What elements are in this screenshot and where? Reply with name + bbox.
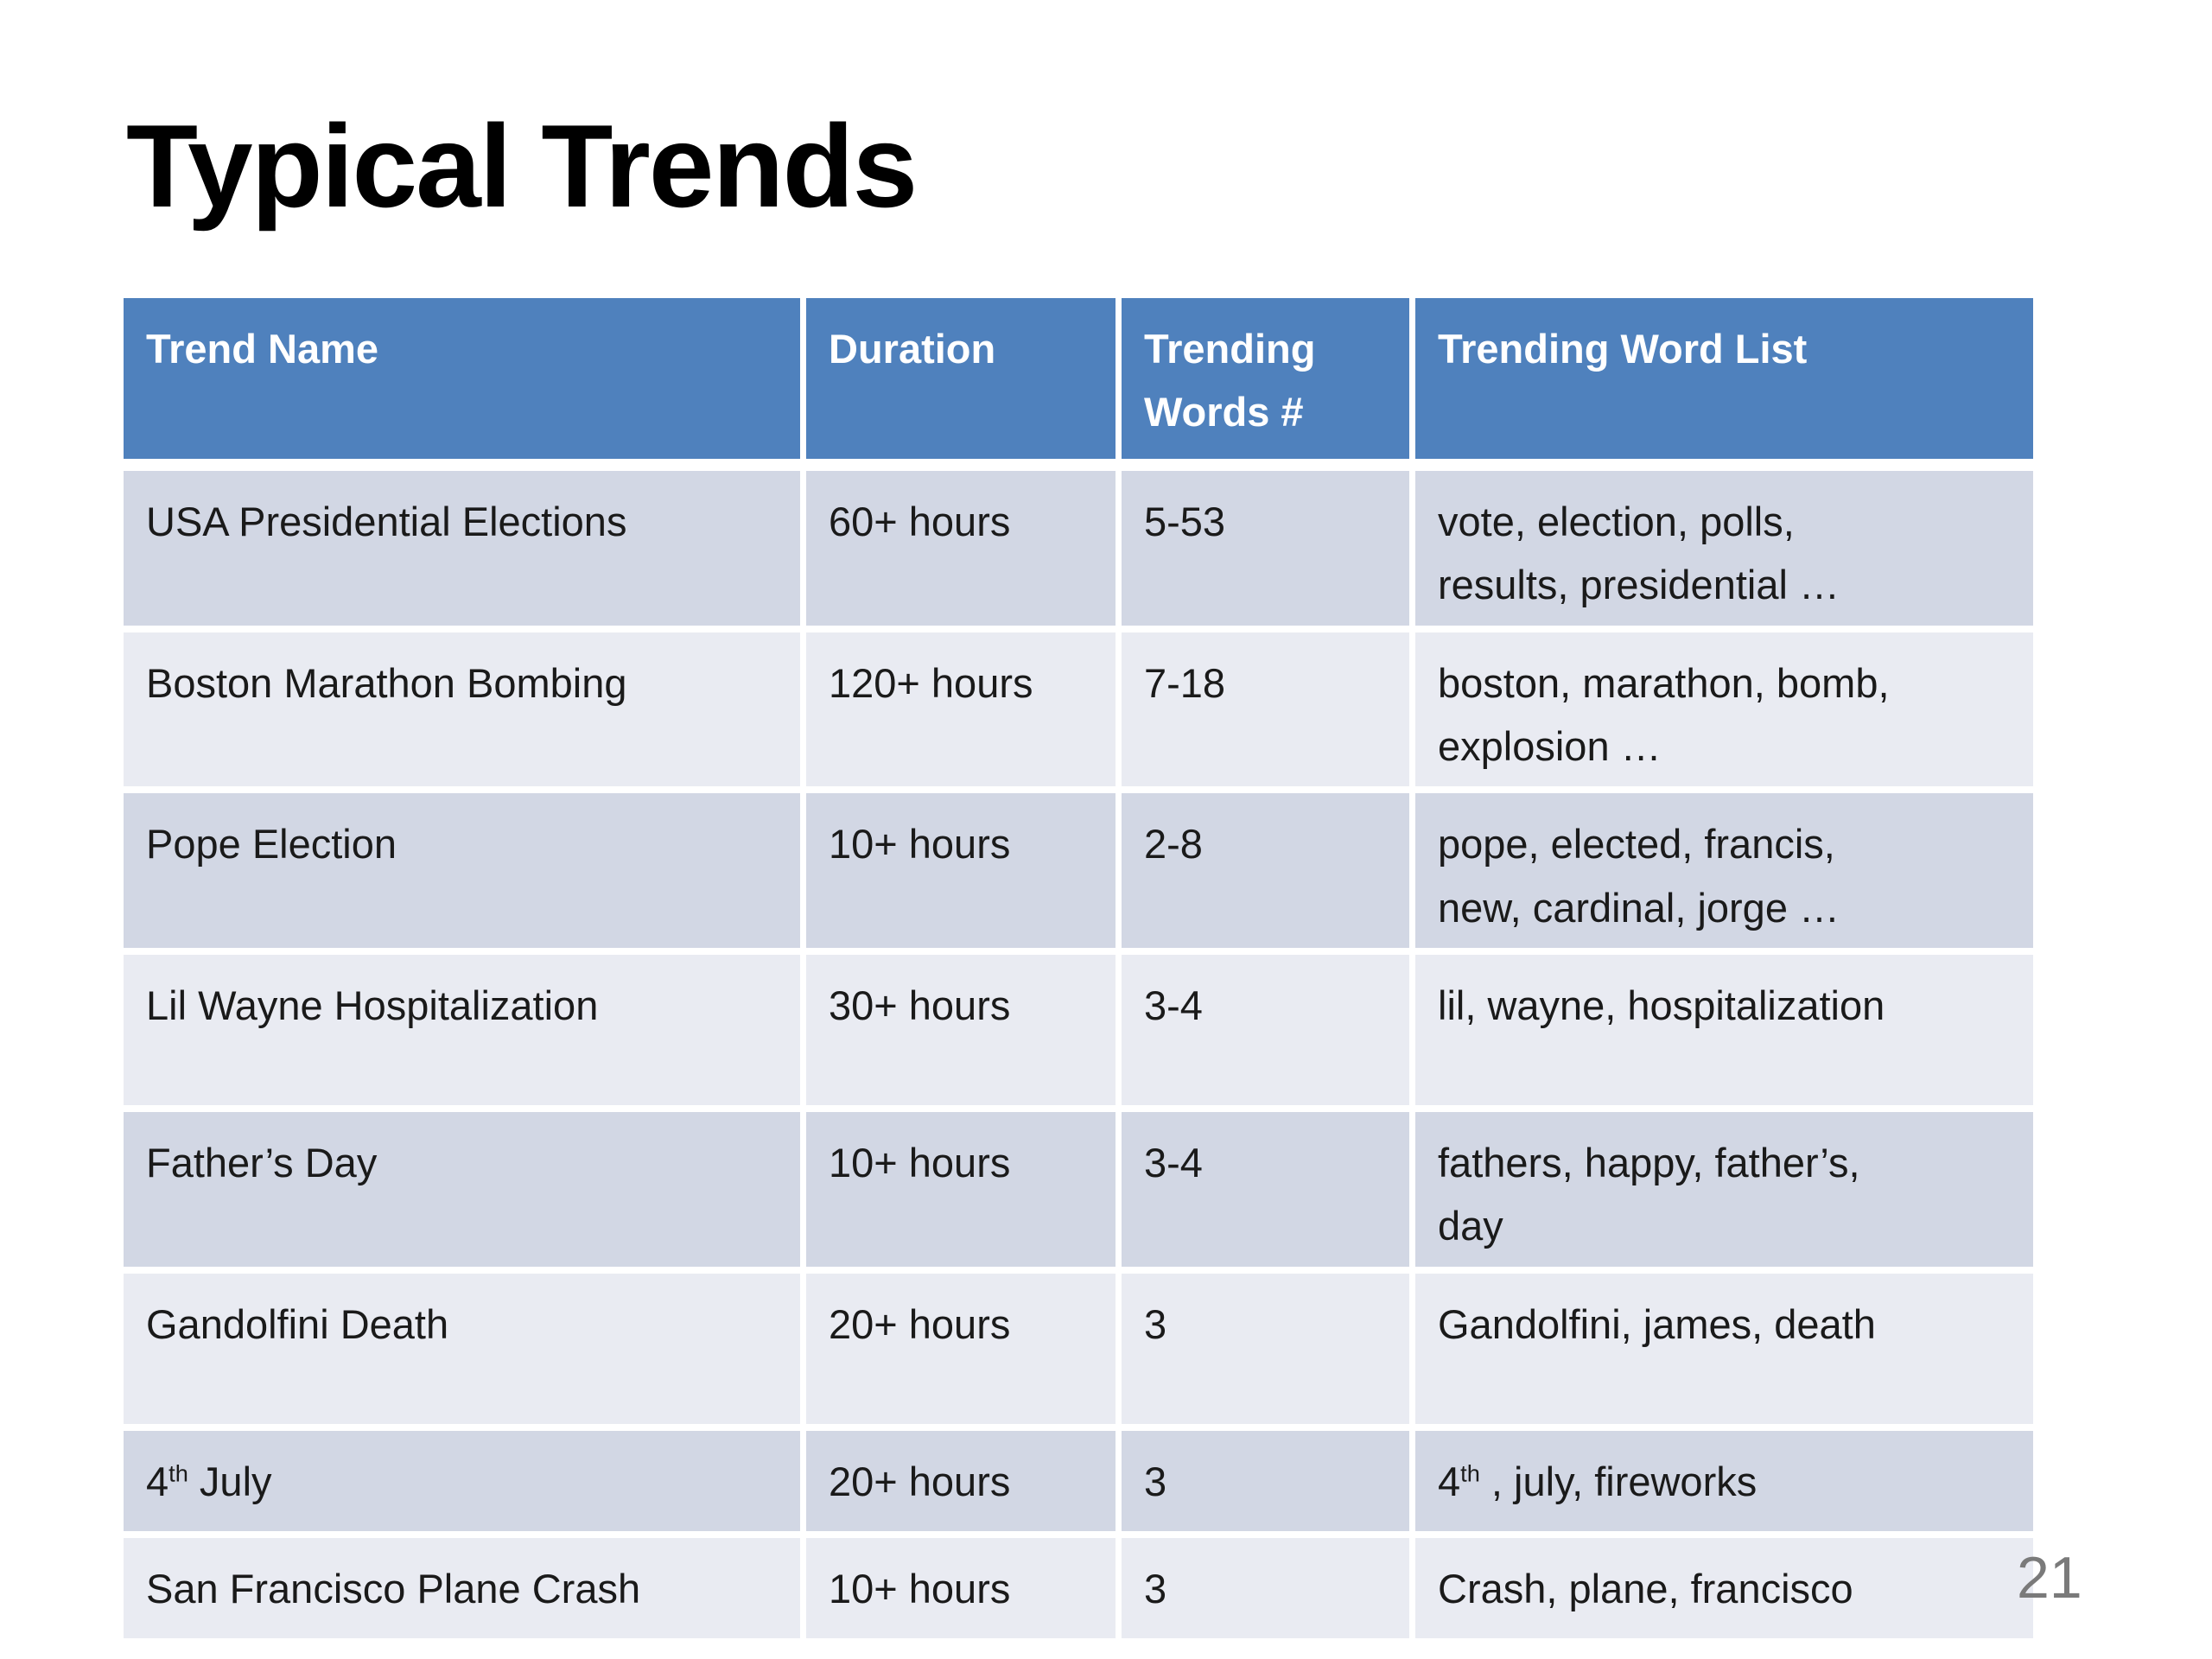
column-header: Trending Words #: [1122, 298, 1415, 471]
cell-duration: 30+ hours: [806, 954, 1122, 1112]
table-header-row: Trend Name Duration Trending Words # Trendi…: [124, 298, 2033, 471]
cell-trend-name: Boston Marathon Bombing: [124, 632, 806, 794]
table-row: San Francisco Plane Crash 10+ hours 3 Crash…: [124, 1537, 2033, 1645]
table-row: Gandolfini Death 20+ hours 3 Gandolfini, ja…: [124, 1273, 2033, 1431]
cell-duration: 10+ hours: [806, 793, 1122, 955]
cell-duration: 10+ hours: [806, 1537, 1122, 1645]
cell-trending-words-count: 3-4: [1122, 1111, 1415, 1274]
cell-trend-name: 4th July: [124, 1430, 806, 1538]
cell-duration: 120+ hours: [806, 632, 1122, 794]
cell-trending-word-list: vote, election, polls, results, presiden…: [1415, 471, 2033, 632]
cell-trending-words-count: 3: [1122, 1430, 1415, 1538]
cell-duration: 60+ hours: [806, 471, 1122, 632]
cell-trend-name: Father’s Day: [124, 1111, 806, 1274]
column-header: Trending Word List: [1415, 298, 2033, 471]
cell-trending-word-list: boston, marathon, bomb, explosion …: [1415, 632, 2033, 794]
trends-table: Trend Name Duration Trending Words # Trendi…: [124, 298, 2033, 1645]
column-header: Duration: [806, 298, 1122, 471]
cell-trending-words-count: 3: [1122, 1273, 1415, 1431]
cell-trending-word-list: 4th , july, fireworks: [1415, 1430, 2033, 1538]
cell-trending-words-count: 3: [1122, 1537, 1415, 1645]
cell-trending-word-list: Gandolfini, james, death: [1415, 1273, 2033, 1431]
cell-duration: 10+ hours: [806, 1111, 1122, 1274]
cell-trend-name: Lil Wayne Hospitalization: [124, 954, 806, 1112]
cell-trending-word-list: fathers, happy, father’s, day: [1415, 1111, 2033, 1274]
cell-trending-word-list: Crash, plane, francisco: [1415, 1537, 2033, 1645]
cell-trending-words-count: 3-4: [1122, 954, 1415, 1112]
cell-trending-words-count: 2-8: [1122, 793, 1415, 955]
cell-trending-word-list: pope, elected, francis, new, cardinal, j…: [1415, 793, 2033, 955]
cell-duration: 20+ hours: [806, 1430, 1122, 1538]
cell-trending-words-count: 5-53: [1122, 471, 1415, 632]
table-row: Pope Election 10+ hours 2-8 pope, elected, …: [124, 793, 2033, 955]
table-row: Lil Wayne Hospitalization 30+ hours 3-4 lil…: [124, 954, 2033, 1112]
column-header: Trend Name: [124, 298, 806, 471]
cell-trending-word-list: lil, wayne, hospitalization: [1415, 954, 2033, 1112]
table-row: 4th July 20+ hours 3 4th , july, fireworks: [124, 1430, 2033, 1538]
cell-trend-name: USA Presidential Elections: [124, 471, 806, 632]
cell-duration: 20+ hours: [806, 1273, 1122, 1431]
table-row: Father’s Day 10+ hours 3-4 fathers, happy, …: [124, 1111, 2033, 1274]
page-number: 21: [2017, 1545, 2082, 1611]
cell-trend-name: Pope Election: [124, 793, 806, 955]
slide-title: Typical Trends: [126, 100, 918, 232]
table-row: Boston Marathon Bombing 120+ hours 7-18 bos…: [124, 632, 2033, 794]
cell-trend-name: San Francisco Plane Crash: [124, 1537, 806, 1645]
cell-trending-words-count: 7-18: [1122, 632, 1415, 794]
table-row: USA Presidential Elections 60+ hours 5-53 v…: [124, 471, 2033, 632]
cell-trend-name: Gandolfini Death: [124, 1273, 806, 1431]
